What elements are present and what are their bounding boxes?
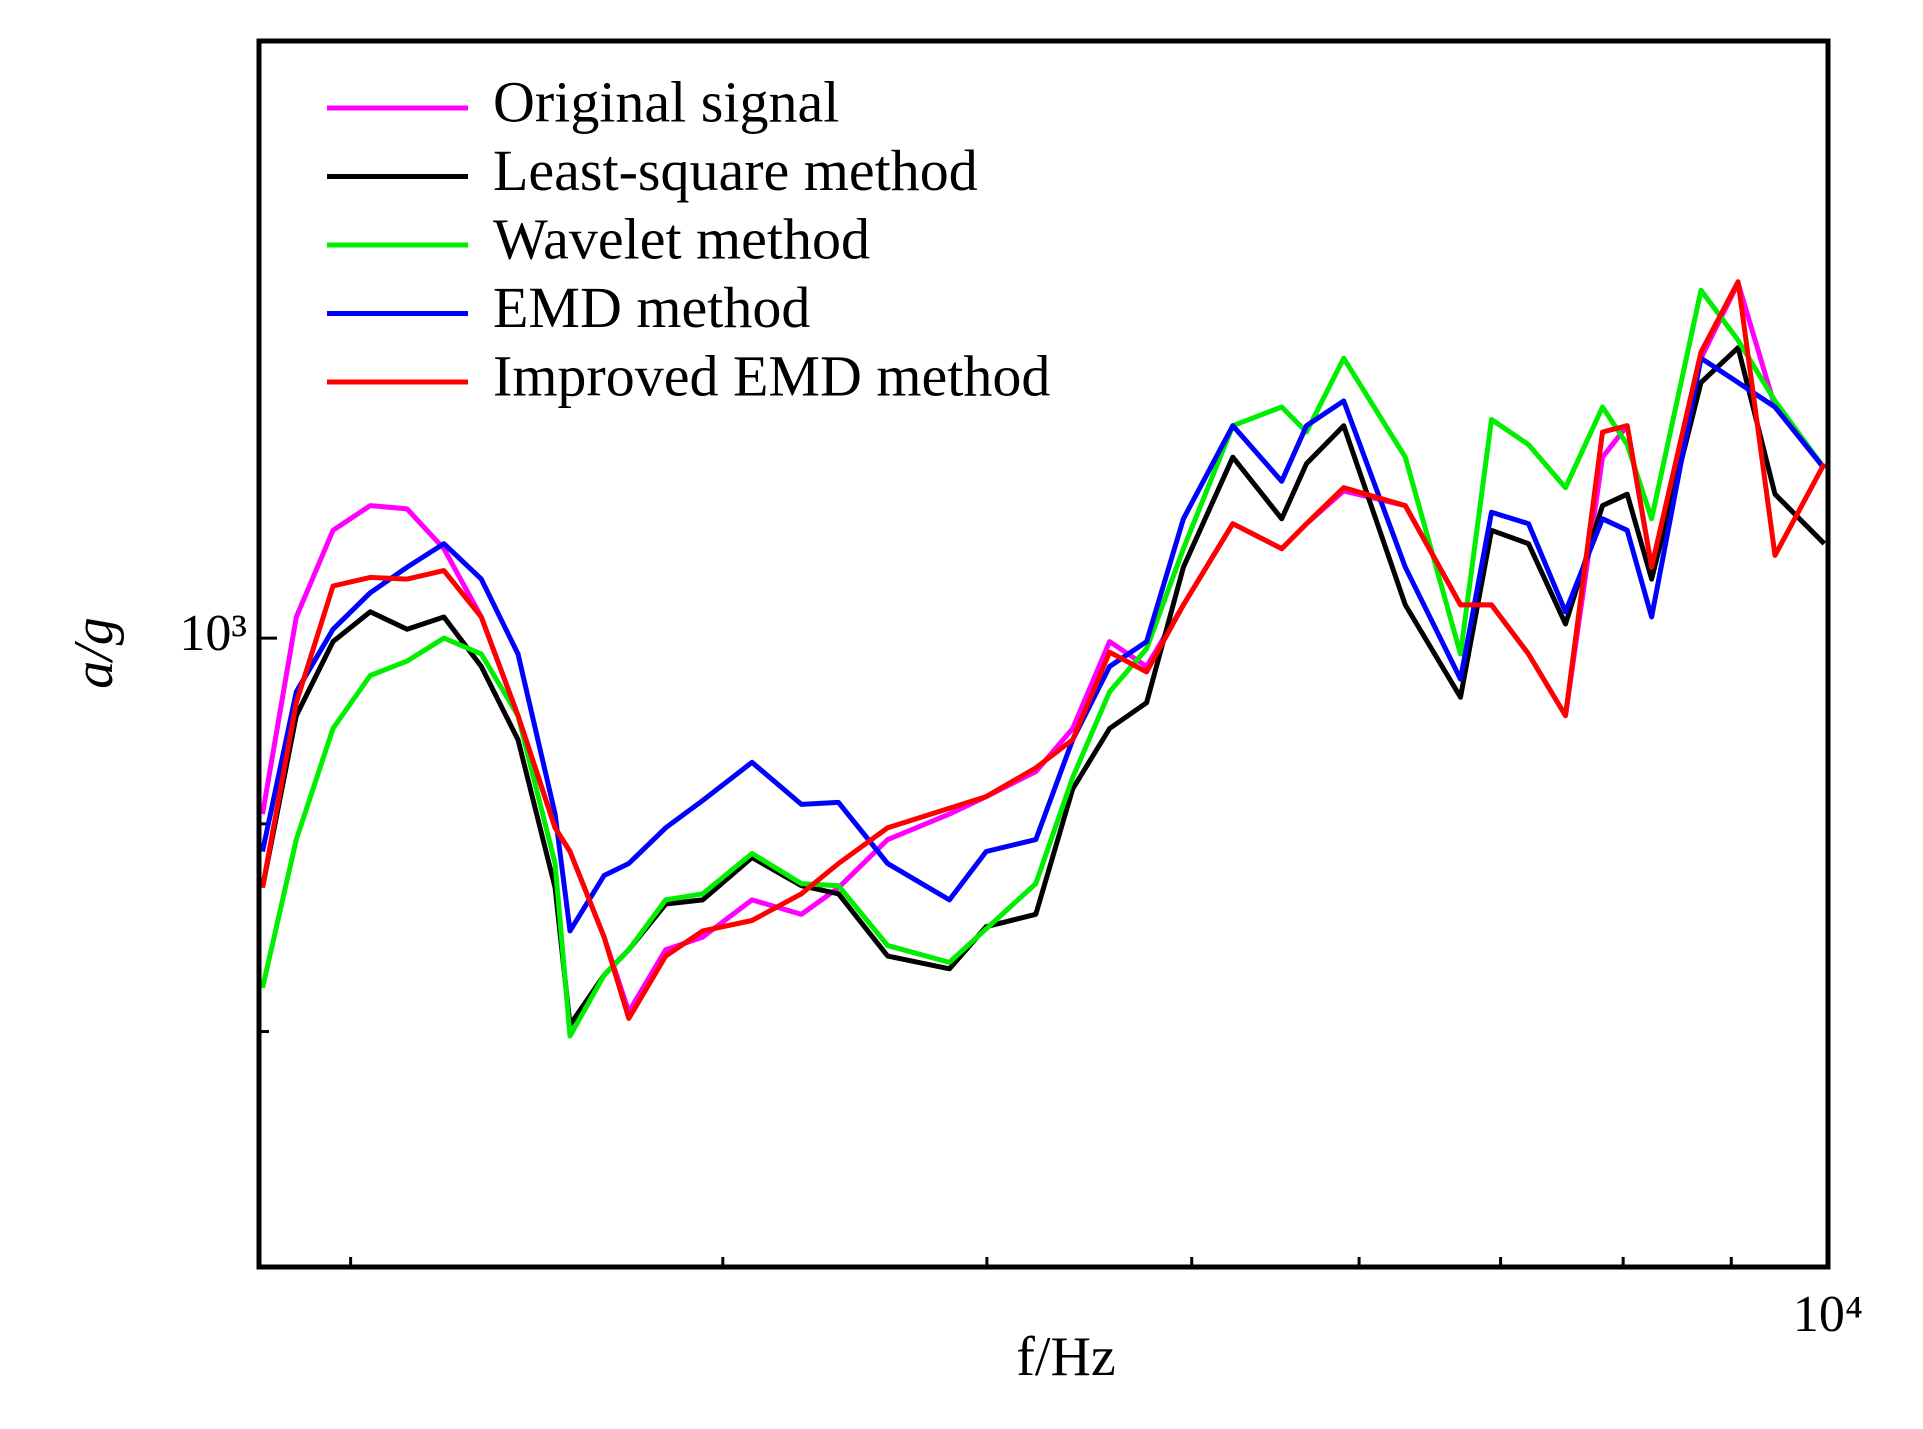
series-line (260, 355, 1827, 934)
legend-label: Original signal (493, 69, 839, 134)
legend-label: Least-square method (493, 138, 978, 203)
x-tick-label: 10⁴ (1793, 1286, 1863, 1343)
legend-label: Improved EMD method (493, 343, 1050, 408)
series-line (260, 287, 1827, 1039)
plot-frame (256, 38, 1831, 1270)
y-tick-label: 10³ (179, 605, 247, 662)
legend-label: Wavelet method (493, 206, 870, 271)
x-axis-label: f/Hz (1016, 1326, 1116, 1388)
legend-label: EMD method (493, 275, 810, 340)
y-axis-label: a/g (63, 617, 125, 689)
series-line (260, 279, 1827, 1021)
series-line (260, 345, 1827, 1028)
